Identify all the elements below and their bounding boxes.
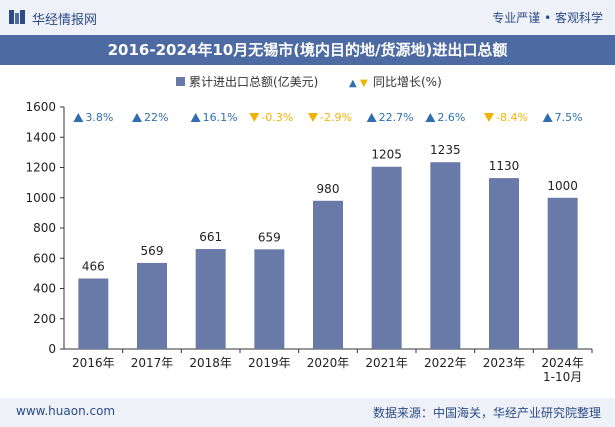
y-tick-label: 1000 bbox=[25, 191, 56, 205]
growth-label: 22% bbox=[144, 111, 168, 124]
y-tick-label: 400 bbox=[33, 282, 56, 296]
y-tick-label: 1400 bbox=[25, 130, 56, 144]
growth-label: -8.4% bbox=[496, 111, 528, 124]
bar-value-label: 1235 bbox=[430, 143, 461, 157]
chart-title: 2016-2024年10月无锡市(境内目的地/货源地)进出口总额 bbox=[107, 41, 508, 59]
growth-label: 2.6% bbox=[437, 111, 465, 124]
x-tick-label: 1-10月 bbox=[543, 370, 582, 384]
growth-up-triangle-icon bbox=[542, 113, 553, 122]
legend-down-triangle-icon: ▼ bbox=[360, 78, 368, 89]
legend-growth-label: 同比增长(%) bbox=[373, 75, 442, 89]
x-tick-label: 2018年 bbox=[189, 356, 232, 370]
bar bbox=[78, 278, 109, 349]
growth-up-triangle-icon bbox=[132, 113, 142, 122]
legend-bar-swatch bbox=[176, 77, 185, 86]
bar-value-label: 466 bbox=[82, 260, 105, 274]
bar-value-label: 1130 bbox=[489, 159, 520, 173]
growth-label: -2.9% bbox=[320, 111, 352, 124]
tagline: 专业严谨 • 客观科学 bbox=[492, 11, 603, 25]
chart-area: 累计进出口总额(亿美元) ▲ ▼ 同比增长(%) 0 200 400 600 800 10… bbox=[25, 74, 593, 384]
footer-bar: www.huaon.com 数据来源：中国海关，华经产业研究院整理 bbox=[0, 398, 615, 427]
y-tick-label: 800 bbox=[33, 221, 56, 235]
bar bbox=[489, 178, 519, 349]
bar bbox=[547, 197, 578, 349]
bar bbox=[371, 166, 402, 349]
y-tick-label: 1600 bbox=[25, 100, 56, 114]
legend-up-triangle-icon: ▲ bbox=[349, 78, 357, 89]
title-bar: 2016-2024年10月无锡市(境内目的地/货源地)进出口总额 bbox=[0, 35, 615, 65]
growth-down-triangle-icon bbox=[308, 113, 318, 122]
bar-value-label: 659 bbox=[258, 230, 281, 244]
growth-label: 22.7% bbox=[379, 111, 414, 124]
x-tick-label: 2024年 bbox=[541, 356, 584, 370]
growth-label: -0.3% bbox=[261, 111, 293, 124]
growth-up-triangle-icon bbox=[366, 113, 377, 122]
y-tick-label: 1200 bbox=[25, 161, 56, 175]
data-source: 数据来源：中国海关，华经产业研究院整理 bbox=[372, 406, 601, 420]
bars: 466 3.8% 569 22% 661 16.1% 659 -0.3% 980 -2.9% 120… bbox=[73, 111, 583, 349]
bar bbox=[195, 249, 226, 349]
bar bbox=[137, 262, 167, 349]
growth-up-triangle-icon bbox=[190, 113, 201, 122]
x-tick-label: 2017年 bbox=[131, 356, 174, 370]
bar bbox=[313, 200, 343, 349]
bar-value-label: 569 bbox=[141, 244, 164, 258]
huajing-logo-icon bbox=[9, 10, 25, 24]
x-tick-label: 2016年 bbox=[72, 356, 115, 370]
bar-value-label: 1205 bbox=[371, 148, 402, 162]
growth-down-triangle-icon bbox=[249, 113, 260, 122]
y-tick-label: 200 bbox=[33, 312, 56, 326]
bar-value-label: 980 bbox=[317, 182, 340, 196]
legend: 累计进出口总额(亿美元) ▲ ▼ 同比增长(%) bbox=[176, 74, 442, 89]
bar bbox=[430, 162, 461, 349]
bar-value-label: 661 bbox=[199, 230, 222, 244]
growth-up-triangle-icon bbox=[425, 113, 436, 122]
growth-up-triangle-icon bbox=[73, 113, 84, 122]
x-tick-label: 2022年 bbox=[424, 356, 467, 370]
bar bbox=[254, 249, 285, 349]
legend-bar-label: 累计进出口总额(亿美元) bbox=[189, 74, 318, 89]
growth-down-triangle-icon bbox=[484, 113, 494, 122]
axes: 0 200 400 600 800 1000 1200 1400 1600 2016年 2017年 2… bbox=[25, 100, 593, 384]
x-tick-label: 2021年 bbox=[365, 356, 408, 370]
growth-label: 7.5% bbox=[555, 111, 583, 124]
x-tick-label: 2020年 bbox=[307, 356, 350, 370]
header-bar: 华经情报网 专业严谨 • 客观科学 bbox=[0, 0, 615, 35]
site-url: www.huaon.com bbox=[16, 404, 116, 418]
growth-label: 3.8% bbox=[85, 111, 113, 124]
x-tick-label: 2023年 bbox=[483, 356, 526, 370]
brand-name: 华经情报网 bbox=[32, 13, 98, 28]
y-tick-label: 600 bbox=[33, 251, 56, 265]
growth-label: 16.1% bbox=[203, 111, 238, 124]
y-tick-label: 0 bbox=[48, 342, 56, 356]
bar-value-label: 1000 bbox=[547, 179, 578, 193]
x-tick-label: 2019年 bbox=[248, 356, 291, 370]
